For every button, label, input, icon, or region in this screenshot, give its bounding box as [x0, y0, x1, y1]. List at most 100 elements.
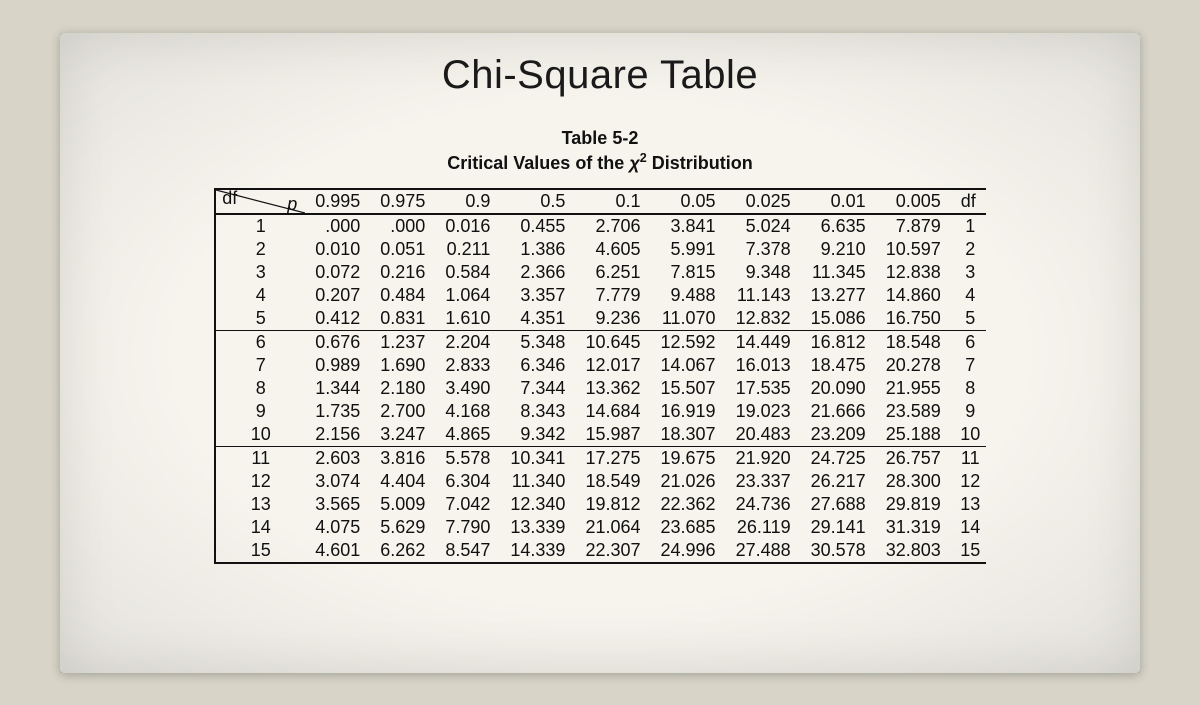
value-cell: 14.449 — [726, 330, 801, 354]
df-cell-right: 2 — [951, 238, 986, 261]
value-cell: 8.547 — [435, 539, 500, 563]
df-cell-right: 8 — [951, 377, 986, 400]
value-cell: 1.064 — [435, 284, 500, 307]
value-cell: 3.841 — [651, 214, 726, 238]
value-cell: 12.340 — [500, 493, 575, 516]
value-cell: 24.736 — [726, 493, 801, 516]
value-cell: 26.217 — [801, 470, 876, 493]
value-cell: 11.143 — [726, 284, 801, 307]
value-cell: 2.156 — [305, 423, 370, 447]
value-cell: 0.484 — [370, 284, 435, 307]
table-row: 50.4120.8311.6104.3519.23611.07012.83215… — [215, 307, 986, 331]
value-cell: 0.051 — [370, 238, 435, 261]
value-cell: 0.010 — [305, 238, 370, 261]
alpha-header: 0.975 — [370, 189, 435, 214]
table-row: 60.6761.2372.2045.34810.64512.59214.4491… — [215, 330, 986, 354]
table-row: 1.000.0000.0160.4552.7063.8415.0246.6357… — [215, 214, 986, 238]
corner-label-p: p — [287, 194, 297, 215]
value-cell: 9.348 — [726, 261, 801, 284]
value-cell: .000 — [370, 214, 435, 238]
df-cell-left: 3 — [215, 261, 305, 284]
value-cell: 15.987 — [575, 423, 650, 447]
value-cell: 27.688 — [801, 493, 876, 516]
value-cell: 0.412 — [305, 307, 370, 331]
value-cell: 3.357 — [500, 284, 575, 307]
alpha-header: 0.01 — [801, 189, 876, 214]
page-title: Chi-Square Table — [100, 53, 1100, 98]
value-cell: 11.070 — [651, 307, 726, 331]
value-cell: 1.690 — [370, 354, 435, 377]
value-cell: 10.341 — [500, 446, 575, 470]
df-cell-right: 10 — [951, 423, 986, 447]
value-cell: 3.074 — [305, 470, 370, 493]
value-cell: 6.304 — [435, 470, 500, 493]
value-cell: 0.831 — [370, 307, 435, 331]
value-cell: 16.919 — [651, 400, 726, 423]
value-cell: 32.803 — [876, 539, 951, 563]
alpha-header: 0.995 — [305, 189, 370, 214]
value-cell: 9.210 — [801, 238, 876, 261]
value-cell: 21.955 — [876, 377, 951, 400]
value-cell: 1.735 — [305, 400, 370, 423]
right-df-header: df — [951, 189, 986, 214]
df-cell-left: 2 — [215, 238, 305, 261]
table-row: 40.2070.4841.0643.3577.7799.48811.14313.… — [215, 284, 986, 307]
df-cell-left: 8 — [215, 377, 305, 400]
value-cell: 19.675 — [651, 446, 726, 470]
value-cell: 18.549 — [575, 470, 650, 493]
value-cell: 6.251 — [575, 261, 650, 284]
value-cell: 2.204 — [435, 330, 500, 354]
df-cell-right: 5 — [951, 307, 986, 331]
value-cell: 5.009 — [370, 493, 435, 516]
df-cell-right: 6 — [951, 330, 986, 354]
value-cell: 13.277 — [801, 284, 876, 307]
value-cell: 17.275 — [575, 446, 650, 470]
value-cell: 7.378 — [726, 238, 801, 261]
value-cell: 12.017 — [575, 354, 650, 377]
value-cell: 4.168 — [435, 400, 500, 423]
value-cell: 18.307 — [651, 423, 726, 447]
value-cell: 23.337 — [726, 470, 801, 493]
value-cell: 5.024 — [726, 214, 801, 238]
alpha-header: 0.005 — [876, 189, 951, 214]
alpha-header: 0.05 — [651, 189, 726, 214]
value-cell: 25.188 — [876, 423, 951, 447]
value-cell: 0.207 — [305, 284, 370, 307]
value-cell: 21.026 — [651, 470, 726, 493]
df-cell-left: 12 — [215, 470, 305, 493]
document-page: Chi-Square Table Table 5-2 Critical Valu… — [60, 33, 1140, 673]
value-cell: 12.832 — [726, 307, 801, 331]
value-cell: 7.815 — [651, 261, 726, 284]
value-cell: 0.455 — [500, 214, 575, 238]
df-cell-left: 9 — [215, 400, 305, 423]
value-cell: 11.345 — [801, 261, 876, 284]
value-cell: 16.750 — [876, 307, 951, 331]
value-cell: 21.920 — [726, 446, 801, 470]
df-cell-left: 14 — [215, 516, 305, 539]
alpha-header: 0.9 — [435, 189, 500, 214]
table-heading-block: Table 5-2 Critical Values of the χ2 Dist… — [100, 128, 1100, 174]
value-cell: 7.779 — [575, 284, 650, 307]
df-cell-left: 5 — [215, 307, 305, 331]
df-cell-right: 4 — [951, 284, 986, 307]
table-header: dfp0.9950.9750.90.50.10.050.0250.010.005… — [215, 189, 986, 214]
alpha-header: 0.1 — [575, 189, 650, 214]
value-cell: 12.838 — [876, 261, 951, 284]
table-row: 91.7352.7004.1688.34314.68416.91919.0232… — [215, 400, 986, 423]
value-cell: 19.812 — [575, 493, 650, 516]
df-cell-left: 4 — [215, 284, 305, 307]
value-cell: 27.488 — [726, 539, 801, 563]
value-cell: 18.548 — [876, 330, 951, 354]
df-cell-right: 12 — [951, 470, 986, 493]
value-cell: 26.119 — [726, 516, 801, 539]
alpha-header: 0.5 — [500, 189, 575, 214]
value-cell: 30.578 — [801, 539, 876, 563]
table-row: 133.5655.0097.04212.34019.81222.36224.73… — [215, 493, 986, 516]
value-cell: 18.475 — [801, 354, 876, 377]
value-cell: 20.090 — [801, 377, 876, 400]
table-row: 102.1563.2474.8659.34215.98718.30720.483… — [215, 423, 986, 447]
value-cell: 14.339 — [500, 539, 575, 563]
value-cell: 7.790 — [435, 516, 500, 539]
value-cell: 8.343 — [500, 400, 575, 423]
value-cell: 14.860 — [876, 284, 951, 307]
